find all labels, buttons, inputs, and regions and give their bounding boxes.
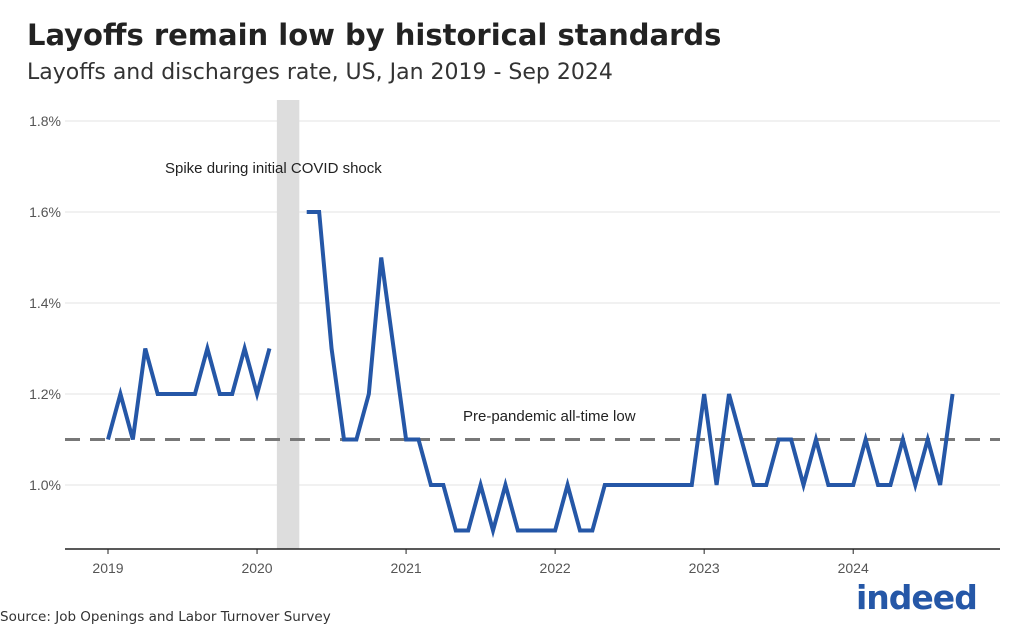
y-tick-label: 1.6% <box>29 204 61 220</box>
reference-annotation: Pre-pandemic all-time low <box>463 408 636 425</box>
x-tick-label: 2022 <box>540 560 571 576</box>
covid-annotation: Spike during initial COVID shock <box>165 160 382 177</box>
indeed-logo: indeed <box>856 578 978 617</box>
y-tick-label: 1.8% <box>29 113 61 129</box>
x-tick-label: 2019 <box>92 560 123 576</box>
x-tick-label: 2020 <box>241 560 272 576</box>
x-tick-label: 2024 <box>838 560 869 576</box>
y-tick-label: 1.0% <box>29 477 61 493</box>
source-note: Source: Job Openings and Labor Turnover … <box>0 609 331 625</box>
series-line <box>106 340 272 441</box>
x-tick-label: 2023 <box>689 560 720 576</box>
chart-subtitle: Layoffs and discharges rate, US, Jan 201… <box>27 60 613 85</box>
x-tick-label: 2021 <box>391 560 422 576</box>
chart-title: Layoffs remain low by historical standar… <box>27 18 722 52</box>
y-tick-label: 1.4% <box>29 295 61 311</box>
covid-band <box>276 100 300 549</box>
y-tick-label: 1.2% <box>29 386 61 402</box>
series-line <box>306 210 955 539</box>
